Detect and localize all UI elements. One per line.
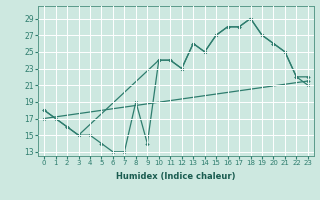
X-axis label: Humidex (Indice chaleur): Humidex (Indice chaleur) [116, 172, 236, 181]
